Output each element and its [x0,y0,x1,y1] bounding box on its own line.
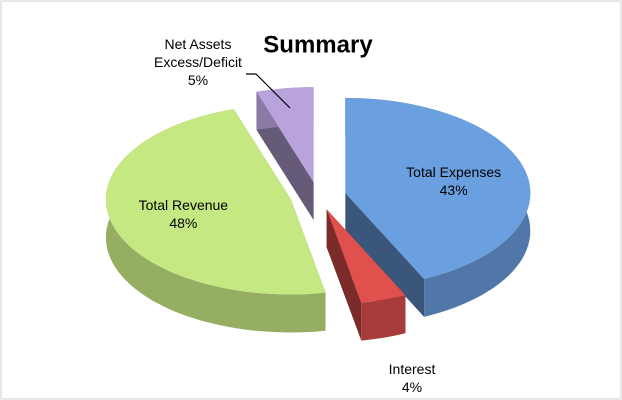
slice [345,97,531,317]
chart-title: Summary [263,31,373,58]
leader-line [246,73,291,109]
category-label: Total Expenses [406,163,502,180]
category-label: Net Assets Excess/Deficit [154,36,242,70]
slice-top [105,109,326,295]
data-label: Total Revenue 48% [113,196,253,232]
slices [105,87,531,341]
value-label: 48% [169,214,198,231]
slice [256,87,314,221]
slice-side [345,192,425,317]
slice-top [345,97,531,279]
value-label: 4% [401,379,423,395]
slice-side [326,209,362,341]
slice-edge [361,295,406,341]
value-label: 43% [439,181,468,198]
slice-top [256,87,314,183]
slice [105,109,326,333]
category-label: Total Revenue [138,196,229,213]
data-label: Total Expenses 43% [384,163,524,199]
value-label: 5% [187,72,209,88]
data-label: Interest 4% [357,360,467,396]
data-label: Net Assets Excess/Deficit 5% [143,35,253,89]
category-label: Interest [388,361,436,377]
slice [326,209,406,341]
slice-top [326,209,406,303]
